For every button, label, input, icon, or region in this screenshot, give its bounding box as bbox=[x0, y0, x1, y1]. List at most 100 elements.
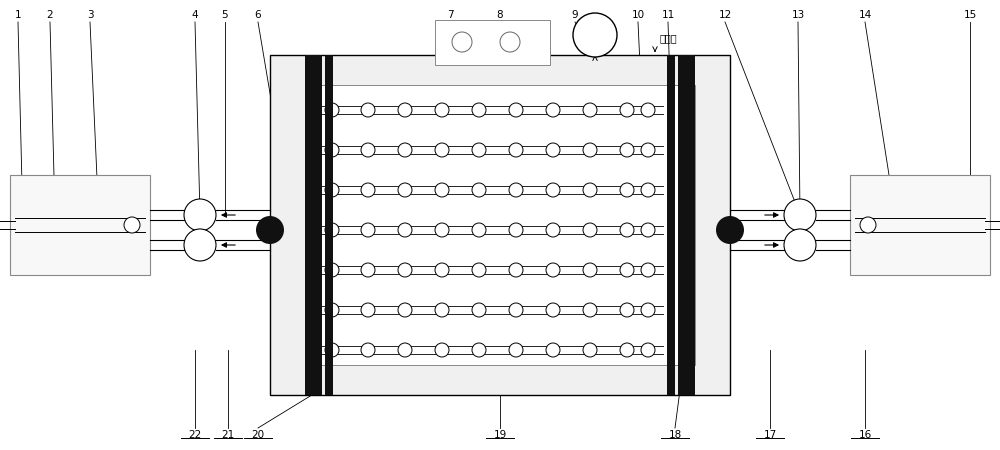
Text: 22: 22 bbox=[188, 430, 202, 440]
Circle shape bbox=[472, 183, 486, 197]
Text: 12: 12 bbox=[718, 10, 732, 20]
Circle shape bbox=[398, 143, 412, 157]
Circle shape bbox=[546, 143, 560, 157]
Text: 1: 1 bbox=[15, 10, 21, 20]
Circle shape bbox=[509, 223, 523, 237]
Bar bbox=[850, 175, 990, 275]
Circle shape bbox=[583, 183, 597, 197]
Text: 7: 7 bbox=[447, 10, 453, 20]
Text: 10: 10 bbox=[631, 10, 645, 20]
Circle shape bbox=[361, 143, 375, 157]
Text: 19: 19 bbox=[493, 430, 507, 440]
Bar bbox=[305, 55, 322, 395]
Circle shape bbox=[325, 183, 339, 197]
Text: 2: 2 bbox=[47, 10, 53, 20]
Bar bbox=[667, 55, 675, 395]
Text: 4: 4 bbox=[192, 10, 198, 20]
Circle shape bbox=[398, 223, 412, 237]
Circle shape bbox=[472, 103, 486, 117]
Circle shape bbox=[583, 303, 597, 317]
Circle shape bbox=[546, 223, 560, 237]
Circle shape bbox=[509, 183, 523, 197]
Circle shape bbox=[784, 229, 816, 261]
Circle shape bbox=[472, 223, 486, 237]
Circle shape bbox=[546, 103, 560, 117]
Circle shape bbox=[435, 303, 449, 317]
Circle shape bbox=[641, 303, 655, 317]
Circle shape bbox=[716, 216, 744, 244]
Circle shape bbox=[361, 303, 375, 317]
Circle shape bbox=[583, 263, 597, 277]
Circle shape bbox=[435, 263, 449, 277]
Text: 16: 16 bbox=[858, 430, 872, 440]
Text: 3: 3 bbox=[87, 10, 93, 20]
Circle shape bbox=[361, 343, 375, 357]
Circle shape bbox=[583, 143, 597, 157]
Circle shape bbox=[641, 103, 655, 117]
Circle shape bbox=[435, 183, 449, 197]
Circle shape bbox=[583, 103, 597, 117]
Circle shape bbox=[620, 223, 634, 237]
Circle shape bbox=[325, 303, 339, 317]
Circle shape bbox=[509, 143, 523, 157]
Text: 14: 14 bbox=[858, 10, 872, 20]
Circle shape bbox=[641, 343, 655, 357]
Text: 6: 6 bbox=[255, 10, 261, 20]
Circle shape bbox=[361, 263, 375, 277]
Circle shape bbox=[435, 223, 449, 237]
Circle shape bbox=[546, 303, 560, 317]
Circle shape bbox=[325, 143, 339, 157]
Text: 15: 15 bbox=[963, 10, 977, 20]
Bar bbox=[435, 20, 550, 65]
Circle shape bbox=[620, 103, 634, 117]
Circle shape bbox=[509, 103, 523, 117]
Circle shape bbox=[325, 103, 339, 117]
Text: 18: 18 bbox=[668, 430, 682, 440]
Circle shape bbox=[124, 217, 140, 233]
Text: 21: 21 bbox=[221, 430, 235, 440]
Circle shape bbox=[500, 32, 520, 52]
Circle shape bbox=[509, 343, 523, 357]
Circle shape bbox=[435, 343, 449, 357]
Text: A: A bbox=[591, 30, 599, 42]
Text: +: + bbox=[458, 38, 466, 48]
Text: 9: 9 bbox=[572, 10, 578, 20]
Circle shape bbox=[620, 263, 634, 277]
Text: 13: 13 bbox=[791, 10, 805, 20]
Text: –: – bbox=[508, 38, 512, 48]
Circle shape bbox=[435, 103, 449, 117]
Circle shape bbox=[472, 303, 486, 317]
Bar bbox=[678, 55, 695, 395]
Circle shape bbox=[325, 223, 339, 237]
Circle shape bbox=[546, 183, 560, 197]
Circle shape bbox=[325, 263, 339, 277]
Circle shape bbox=[472, 143, 486, 157]
Circle shape bbox=[398, 183, 412, 197]
Circle shape bbox=[435, 143, 449, 157]
Circle shape bbox=[509, 263, 523, 277]
Circle shape bbox=[583, 343, 597, 357]
Circle shape bbox=[641, 143, 655, 157]
Circle shape bbox=[325, 343, 339, 357]
Text: 进水口: 进水口 bbox=[660, 33, 678, 43]
Circle shape bbox=[472, 263, 486, 277]
Circle shape bbox=[620, 343, 634, 357]
Circle shape bbox=[361, 223, 375, 237]
Circle shape bbox=[641, 223, 655, 237]
Circle shape bbox=[398, 343, 412, 357]
Circle shape bbox=[620, 143, 634, 157]
Circle shape bbox=[398, 303, 412, 317]
Circle shape bbox=[641, 263, 655, 277]
Circle shape bbox=[583, 223, 597, 237]
Bar bbox=[325, 55, 333, 395]
Text: 20: 20 bbox=[251, 430, 265, 440]
Circle shape bbox=[784, 199, 816, 231]
Circle shape bbox=[361, 183, 375, 197]
Circle shape bbox=[361, 103, 375, 117]
Circle shape bbox=[620, 303, 634, 317]
Circle shape bbox=[452, 32, 472, 52]
Circle shape bbox=[398, 263, 412, 277]
Circle shape bbox=[620, 183, 634, 197]
Circle shape bbox=[860, 217, 876, 233]
Circle shape bbox=[184, 199, 216, 231]
